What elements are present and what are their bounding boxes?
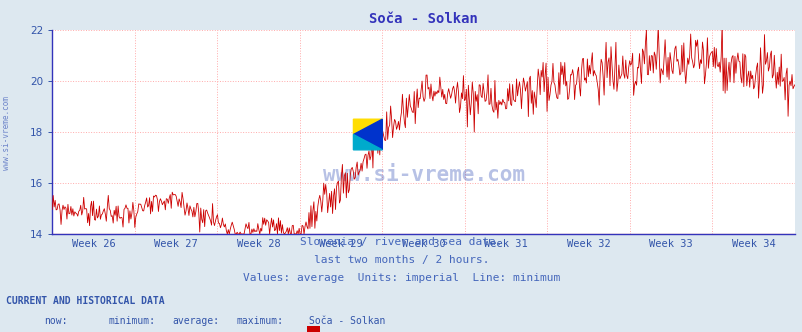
Title: Soča - Solkan: Soča - Solkan — [369, 12, 477, 26]
Polygon shape — [353, 119, 382, 150]
Text: minimum:: minimum: — [108, 316, 156, 326]
Polygon shape — [353, 119, 382, 134]
Text: CURRENT AND HISTORICAL DATA: CURRENT AND HISTORICAL DATA — [6, 296, 165, 306]
Text: Slovenia / river and sea data.: Slovenia / river and sea data. — [300, 237, 502, 247]
Text: www.si-vreme.com: www.si-vreme.com — [322, 165, 524, 185]
Text: average:: average: — [172, 316, 220, 326]
Text: last two months / 2 hours.: last two months / 2 hours. — [314, 255, 488, 265]
Text: Soča - Solkan: Soča - Solkan — [309, 316, 385, 326]
Text: maximum:: maximum: — [237, 316, 284, 326]
Text: Values: average  Units: imperial  Line: minimum: Values: average Units: imperial Line: mi… — [242, 273, 560, 283]
Text: now:: now: — [44, 316, 67, 326]
Text: www.si-vreme.com: www.si-vreme.com — [2, 96, 11, 170]
Polygon shape — [353, 134, 382, 150]
